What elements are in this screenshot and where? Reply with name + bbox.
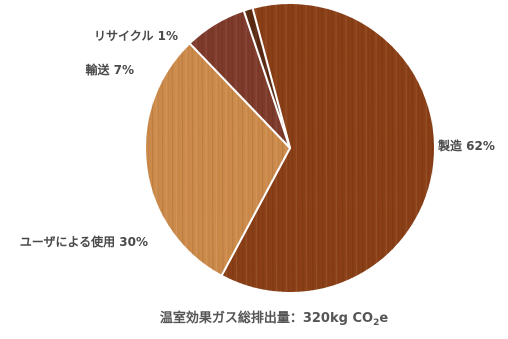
slice-3-texture: [243, 7, 290, 148]
pie-labels: 製造 62% ユーザによる使用 30% 輸送 7% リサイクル 1%: [20, 29, 495, 249]
slice-3-label: リサイクル 1%: [94, 29, 178, 43]
slice-1-label: ユーザによる使用 30%: [20, 234, 148, 249]
slice-2-texture: [189, 10, 290, 148]
pie-slices: [143, 2, 436, 294]
slice-0-texture: [221, 2, 435, 293]
slice-1-texture: [144, 43, 290, 276]
total-emissions-label: 温室効果ガス総排出量：320kg CO2e: [160, 310, 388, 328]
slice-0-label: 製造 62%: [437, 138, 495, 153]
slice-2-label: 輸送 7%: [85, 62, 134, 77]
